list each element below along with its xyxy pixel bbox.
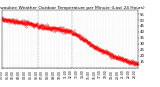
Title: Milwaukee Weather Outdoor Temperature per Minute (Last 24 Hours): Milwaukee Weather Outdoor Temperature pe… [0, 6, 145, 10]
